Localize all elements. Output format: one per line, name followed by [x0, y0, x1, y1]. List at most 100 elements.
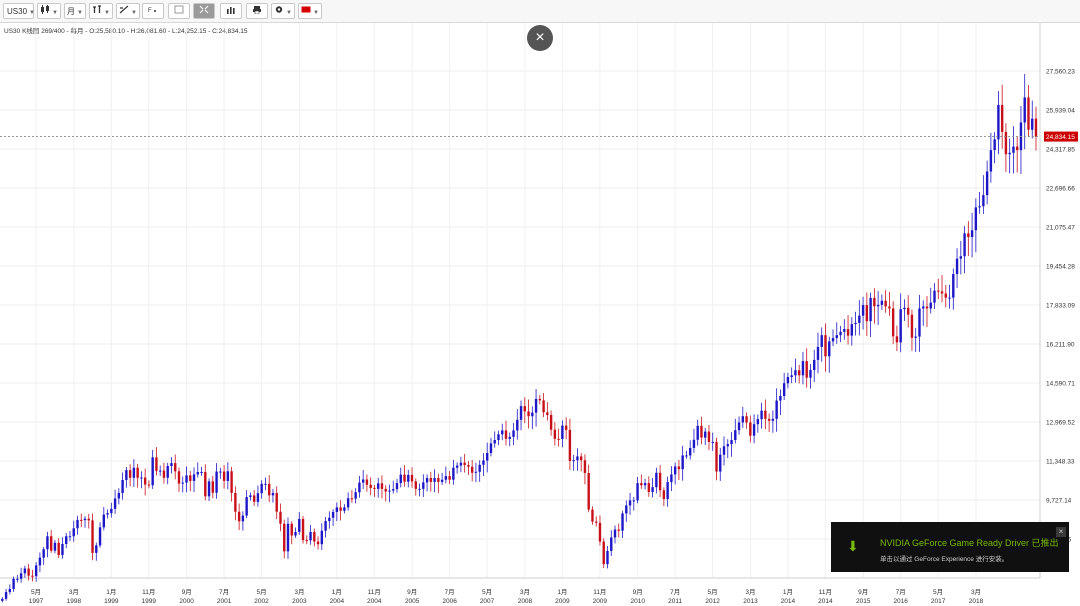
candle-body — [839, 331, 842, 336]
candle-body — [688, 447, 692, 456]
candle-body — [734, 430, 737, 441]
candle-body — [316, 541, 320, 545]
layout-button[interactable] — [168, 3, 190, 19]
candle-body — [583, 460, 587, 473]
price-tick-label: 22,696.66 — [1046, 186, 1075, 193]
candle-body — [673, 466, 677, 475]
candle-body — [628, 500, 632, 506]
candle-body — [670, 474, 673, 483]
candle-body — [346, 498, 350, 508]
candle-body — [4, 592, 8, 599]
candle-body — [283, 523, 286, 552]
candlestick-chart[interactable]: 27,560.23 25,939.04 24,317.85 22,696.66 21,0… — [0, 23, 1080, 606]
candle-body — [128, 470, 132, 478]
time-tick-month: 5月 — [482, 588, 492, 596]
candle-body — [782, 383, 786, 397]
candle-body — [876, 304, 880, 307]
time-tick-year: 1998 — [67, 598, 82, 605]
time-tick-month: 1月 — [332, 588, 342, 596]
close-button[interactable]: × — [527, 25, 553, 51]
candle-body — [151, 457, 154, 486]
candle-body — [222, 471, 226, 481]
settings-button[interactable]: ▼ — [271, 3, 295, 19]
candle-body — [858, 315, 861, 323]
candle-body — [113, 498, 117, 509]
flag-button[interactable]: ▼ — [298, 3, 322, 19]
candle-body — [407, 474, 410, 482]
candle-body — [267, 483, 271, 496]
candle-body — [775, 400, 778, 419]
candle-body — [162, 470, 166, 478]
candle-body — [967, 233, 970, 237]
candle-body — [204, 472, 207, 497]
candle-body — [87, 518, 90, 521]
candle-body — [523, 406, 526, 412]
fullscreen-button[interactable] — [193, 3, 215, 19]
candle-body — [564, 425, 568, 430]
candle-body — [369, 484, 372, 488]
candle-body — [414, 481, 417, 489]
candle-body — [955, 258, 959, 275]
candle-body — [377, 483, 380, 489]
candle-body — [1027, 97, 1030, 130]
candle-body — [80, 519, 83, 521]
price-tick-label: 16,211.90 — [1046, 342, 1075, 349]
toast-title: NVIDIA GeForce Game Ready Driver 已推出 — [880, 538, 1059, 548]
volume-bars-button[interactable] — [220, 3, 242, 19]
time-tick-year: 2000 — [179, 598, 194, 605]
candle-type-button[interactable]: ▼ — [37, 3, 61, 19]
time-tick-year: 2016 — [893, 598, 908, 605]
time-tick-month: 1月 — [783, 588, 793, 596]
candle-body — [824, 335, 827, 357]
time-tick-year: 2014 — [781, 598, 796, 605]
candle-body — [549, 415, 553, 430]
candle-body — [452, 467, 455, 480]
candle-body — [1034, 118, 1038, 137]
candle-body — [264, 483, 267, 485]
candle-body — [425, 478, 429, 483]
time-tick-year: 2004 — [367, 598, 382, 605]
time-tick-month: 5月 — [31, 588, 41, 596]
candle-body — [200, 472, 203, 474]
candle-body — [1015, 146, 1019, 151]
candle-body — [271, 492, 275, 496]
current-price-marker: 24,834.15 — [0, 131, 1078, 142]
indicator-button[interactable]: ▼ — [89, 3, 113, 19]
grid-lines — [0, 23, 1040, 578]
candle-body — [125, 470, 128, 480]
time-tick-month: 3月 — [520, 588, 530, 596]
time-tick-month: 9月 — [633, 588, 643, 596]
candle-body — [854, 322, 857, 325]
candle-body — [422, 482, 425, 489]
time-tick-year: 2010 — [630, 598, 645, 605]
draw-tools-button[interactable]: ▼ — [116, 3, 140, 19]
fibonacci-button[interactable]: F — [142, 3, 164, 19]
candle-body — [696, 425, 699, 440]
candle-body — [508, 436, 511, 439]
print-button[interactable] — [246, 3, 268, 19]
notification-toast[interactable]: ⬇ NVIDIA GeForce Game Ready Driver 已推出 单… — [831, 522, 1069, 572]
candle-body — [632, 500, 635, 502]
candle-body — [587, 472, 590, 510]
candle-body — [531, 412, 534, 417]
candle-body — [606, 550, 609, 565]
candle-body — [98, 527, 102, 546]
candle-body — [455, 465, 459, 468]
candle-body — [925, 306, 929, 309]
candle-body — [1004, 131, 1008, 155]
price-tick-label: 19,454.28 — [1046, 264, 1075, 271]
candle-body — [861, 305, 865, 316]
candle-body — [944, 293, 947, 298]
candle-body — [166, 466, 169, 478]
candle-body — [948, 297, 951, 299]
candle-body — [395, 483, 399, 490]
candle-body — [331, 511, 335, 518]
candle-body — [764, 410, 767, 419]
candle-body — [512, 430, 515, 437]
candle-body — [621, 513, 624, 531]
symbol-select[interactable]: US30 ▼ — [3, 3, 35, 19]
period-select[interactable]: 月 ▼ — [64, 3, 86, 19]
candle-body — [692, 439, 696, 448]
toast-close-button[interactable]: × — [1056, 527, 1066, 537]
time-tick-year: 2004 — [330, 598, 345, 605]
